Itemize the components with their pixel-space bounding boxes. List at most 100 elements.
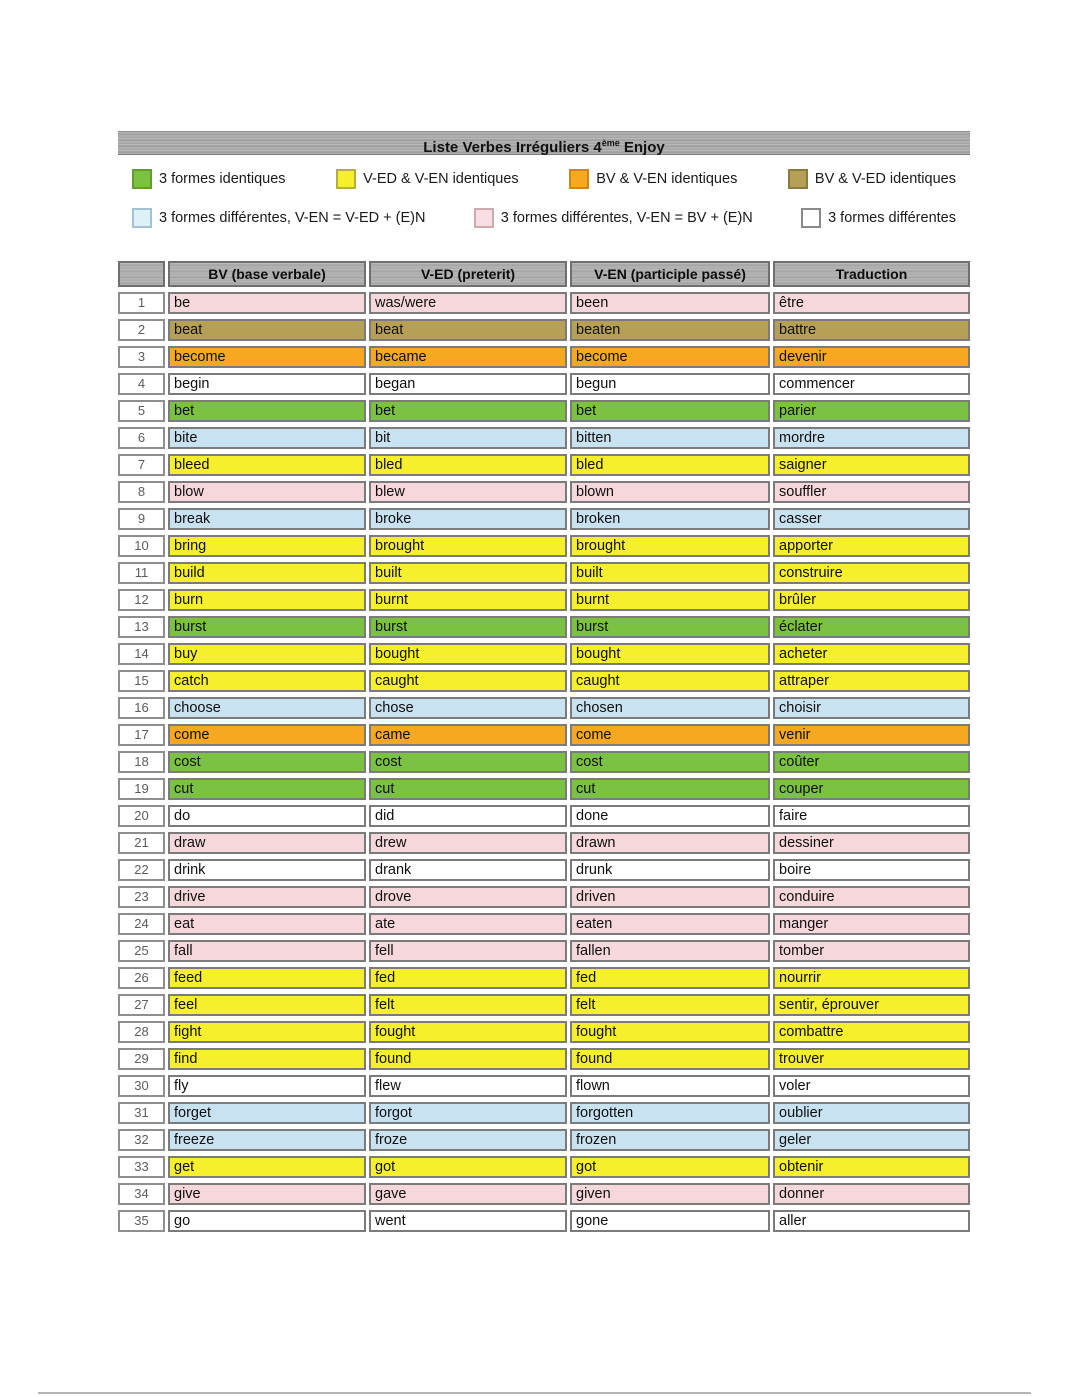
- cell-ven: got: [570, 1156, 770, 1178]
- cell-trad: acheter: [773, 643, 970, 665]
- cell-trad: coûter: [773, 751, 970, 773]
- cell-ven: frozen: [570, 1129, 770, 1151]
- cell-ven: cost: [570, 751, 770, 773]
- row-number: 18: [118, 751, 165, 773]
- cell-ven: been: [570, 292, 770, 314]
- cell-trad: choisir: [773, 697, 970, 719]
- row-number: 33: [118, 1156, 165, 1178]
- cell-ved: began: [369, 373, 567, 395]
- cell-trad: couper: [773, 778, 970, 800]
- cell-bv: build: [168, 562, 366, 584]
- cell-ved: fed: [369, 967, 567, 989]
- cell-bv: choose: [168, 697, 366, 719]
- cell-bv: eat: [168, 913, 366, 935]
- cell-ved: bled: [369, 454, 567, 476]
- cell-trad: manger: [773, 913, 970, 935]
- page-title-superscript: ème: [601, 138, 620, 148]
- cell-bv: come: [168, 724, 366, 746]
- row-number: 26: [118, 967, 165, 989]
- cell-ven: broken: [570, 508, 770, 530]
- cell-bv: burst: [168, 616, 366, 638]
- row-number: 21: [118, 832, 165, 854]
- cell-bv: beat: [168, 319, 366, 341]
- cell-ven: bled: [570, 454, 770, 476]
- cell-ven: fallen: [570, 940, 770, 962]
- cell-ved: gave: [369, 1183, 567, 1205]
- cell-ven: drawn: [570, 832, 770, 854]
- cell-ved: got: [369, 1156, 567, 1178]
- cell-ved: drove: [369, 886, 567, 908]
- cell-ven: done: [570, 805, 770, 827]
- row-number: 5: [118, 400, 165, 422]
- cell-ved: became: [369, 346, 567, 368]
- page-title-suffix: Enjoy: [619, 139, 665, 156]
- cell-ved: bought: [369, 643, 567, 665]
- green-color-swatch-icon: [132, 168, 152, 189]
- cell-trad: battre: [773, 319, 970, 341]
- row-number: 14: [118, 643, 165, 665]
- page-bottom-line: [38, 1392, 1031, 1394]
- table-header-corner: [118, 261, 165, 287]
- cell-ven: bitten: [570, 427, 770, 449]
- row-number: 28: [118, 1021, 165, 1043]
- cell-bv: become: [168, 346, 366, 368]
- row-number: 20: [118, 805, 165, 827]
- table-header: V-ED (preterit): [369, 261, 567, 287]
- cell-ven: found: [570, 1048, 770, 1070]
- cell-trad: apporter: [773, 535, 970, 557]
- cell-bv: fight: [168, 1021, 366, 1043]
- row-number: 24: [118, 913, 165, 935]
- document-content: Liste Verbes Irréguliers 4ème Enjoy 3 fo…: [118, 131, 970, 1232]
- cell-ven: beaten: [570, 319, 770, 341]
- legend-label: 3 formes différentes: [828, 209, 956, 226]
- cell-trad: parier: [773, 400, 970, 422]
- cell-ved: brought: [369, 535, 567, 557]
- white-color-swatch-icon: [801, 207, 822, 228]
- cell-bv: feel: [168, 994, 366, 1016]
- cell-ved: broke: [369, 508, 567, 530]
- cell-trad: dessiner: [773, 832, 970, 854]
- cell-trad: donner: [773, 1183, 970, 1205]
- cell-bv: fly: [168, 1075, 366, 1097]
- cell-trad: aller: [773, 1210, 970, 1232]
- page-title-text: Liste Verbes Irréguliers 4: [423, 139, 602, 156]
- cell-bv: be: [168, 292, 366, 314]
- cell-bv: do: [168, 805, 366, 827]
- row-number: 29: [118, 1048, 165, 1070]
- cell-bv: give: [168, 1183, 366, 1205]
- cell-trad: brûler: [773, 589, 970, 611]
- cell-ved: found: [369, 1048, 567, 1070]
- cell-ven: felt: [570, 994, 770, 1016]
- cell-ven: gone: [570, 1210, 770, 1232]
- cell-trad: devenir: [773, 346, 970, 368]
- cell-trad: voler: [773, 1075, 970, 1097]
- row-number: 4: [118, 373, 165, 395]
- row-number: 34: [118, 1183, 165, 1205]
- cell-trad: éclater: [773, 616, 970, 638]
- table-header: Traduction: [773, 261, 970, 287]
- cell-bv: go: [168, 1210, 366, 1232]
- cell-ved: felt: [369, 994, 567, 1016]
- cell-bv: bleed: [168, 454, 366, 476]
- cell-ved: froze: [369, 1129, 567, 1151]
- legend-label: 3 formes différentes, V-EN = V-ED + (E)N: [159, 209, 426, 226]
- cell-ven: bought: [570, 643, 770, 665]
- cell-trad: commencer: [773, 373, 970, 395]
- cell-ven: drunk: [570, 859, 770, 881]
- cell-trad: mordre: [773, 427, 970, 449]
- cell-bv: burn: [168, 589, 366, 611]
- cell-ved: ate: [369, 913, 567, 935]
- cell-ven: fought: [570, 1021, 770, 1043]
- legend-item-pink: 3 formes différentes, V-EN = BV + (E)N: [473, 207, 753, 228]
- orange-color-swatch-icon: [569, 168, 590, 189]
- cell-bv: feed: [168, 967, 366, 989]
- row-number: 16: [118, 697, 165, 719]
- cell-bv: freeze: [168, 1129, 366, 1151]
- cell-bv: cut: [168, 778, 366, 800]
- cell-trad: attraper: [773, 670, 970, 692]
- cell-bv: bite: [168, 427, 366, 449]
- cell-trad: combattre: [773, 1021, 970, 1043]
- cell-ven: burst: [570, 616, 770, 638]
- cell-bv: bet: [168, 400, 366, 422]
